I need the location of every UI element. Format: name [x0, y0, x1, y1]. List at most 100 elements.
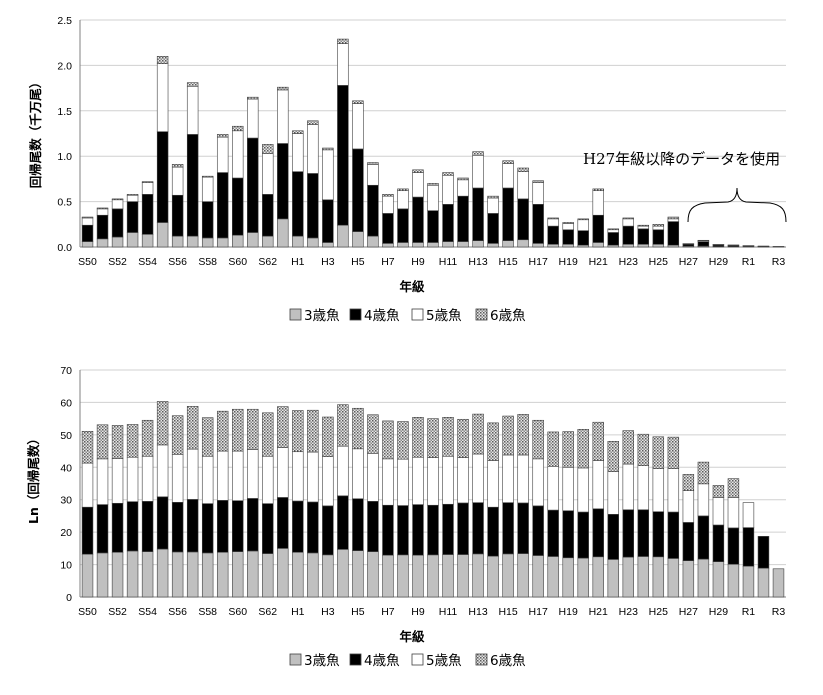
bar-segment-4yo-H1: [292, 500, 304, 553]
bar-segment-6yo-S51: [96, 424, 109, 460]
bar-segment-4yo-S63: [277, 497, 289, 549]
y-tick-label: 70: [60, 365, 72, 377]
bar-segment-3yo-H26: [667, 558, 680, 598]
bar-segment-3yo-H10: [427, 242, 439, 248]
bar-segment-4yo-H22: [607, 232, 619, 246]
x-tick-label: S58: [198, 256, 217, 268]
bar-segment-4yo-H12: [457, 195, 469, 242]
bar-segment-6yo-H24: [637, 433, 650, 466]
legend-label: 5歳魚: [426, 653, 462, 669]
x-tick-label: S60: [228, 606, 247, 618]
y-tick-label: 1.5: [57, 106, 72, 118]
bar-segment-5yo-H10: [427, 457, 439, 506]
bar-segment-3yo-H23: [622, 556, 634, 598]
bar-segment-3yo-S52: [111, 551, 124, 598]
y-tick-label: 2.0: [57, 60, 72, 72]
bar-segment-3yo-S62: [262, 235, 274, 248]
bar-segment-6yo-H17: [532, 419, 544, 460]
bar-segment-4yo-H8: [397, 208, 409, 243]
legend-label: 5歳魚: [426, 308, 462, 324]
x-axis-label: 年級: [399, 629, 425, 644]
legend-swatch: [349, 308, 362, 321]
bar-segment-4yo-H26: [667, 511, 680, 559]
bar-segment-6yo-H16: [517, 167, 529, 172]
bar-segment-3yo-S50: [81, 241, 94, 248]
bar-segment-3yo-H25: [652, 556, 665, 598]
x-tick-label: H1: [291, 256, 305, 268]
chart-returns: 0.0 0.5 1.0 1.5 2.0 2.5 S50 S52 S54 S56 S58 S60 S62…: [28, 15, 787, 324]
bar-segment-6yo-H26: [667, 436, 680, 469]
y-tick-label: 1.0: [57, 151, 72, 163]
bar-segment-3yo-H12: [457, 554, 469, 598]
bar-segment-3yo-H5: [352, 550, 364, 598]
x-tick-label: H11: [439, 256, 458, 268]
bar-segment-4yo-S52: [111, 502, 124, 553]
x-tick-label: H29: [709, 606, 728, 618]
bar-segment-3yo-S58: [201, 552, 214, 598]
bar-segment-5yo-H12: [457, 179, 469, 197]
bar-segment-5yo-S56: [171, 166, 184, 196]
bar-segment-3yo-H16: [517, 239, 529, 248]
bar-segment-4yo-H29: [712, 524, 725, 562]
bar-segment-5yo-H2: [307, 124, 319, 174]
bar-segment-5yo-H17: [532, 458, 544, 507]
bar-segment-3yo-R1: [742, 565, 755, 598]
bar-segment-4yo-S57: [186, 499, 199, 553]
bar-segment-3yo-H16: [517, 553, 529, 598]
bar-segment-3yo-H13: [472, 240, 484, 248]
bar-segment-5yo-H4: [337, 43, 349, 86]
bar-segment-3yo-H21: [592, 242, 604, 248]
bar-segment-6yo-H28: [697, 461, 710, 485]
bar-segment-6yo-S53: [126, 194, 139, 196]
x-tick-label: S58: [198, 606, 217, 618]
bar-segment-6yo-S63: [277, 406, 289, 448]
y-tick-label: 50: [60, 430, 72, 442]
bar-segment-3yo-S57: [186, 235, 199, 248]
bar-segment-5yo-H1: [292, 133, 304, 172]
bar-segment-3yo-H18: [547, 556, 559, 598]
bar-segment-3yo-H2: [307, 552, 319, 598]
bar-segment-6yo-H26: [667, 216, 680, 220]
x-tick-label: H25: [649, 606, 668, 618]
bar-segment-5yo-H27: [682, 490, 695, 523]
bar-segment-3yo-H18: [547, 243, 559, 248]
y-axis-label: 回帰尾数（千万尾）: [28, 76, 43, 189]
bar-segment-3yo-H29: [712, 561, 725, 598]
bar-segment-6yo-H12: [457, 177, 469, 181]
bar-segment-6yo-H10: [427, 183, 439, 186]
x-tick-label: H19: [559, 256, 578, 268]
bar-segment-5yo-H14: [487, 460, 499, 508]
bar-segment-3yo-S62: [262, 553, 274, 598]
bar-segment-6yo-H16: [517, 414, 529, 456]
bar-segment-4yo-H28: [697, 515, 710, 560]
legend: 3歳魚 4歳魚 5歳魚 6歳魚: [289, 653, 526, 669]
bar-segment-6yo-H20: [577, 429, 589, 469]
bar-segment-3yo-H23: [622, 243, 634, 248]
bar-segment-5yo-S59: [216, 450, 229, 501]
bar-segment-6yo-S62: [262, 412, 274, 457]
bar-segment-6yo-H22: [607, 441, 619, 472]
bar-segment-6yo-H7: [382, 194, 394, 197]
bar-segment-6yo-H19: [562, 222, 574, 224]
x-tick-label: H11: [439, 606, 458, 618]
bar-segment-3yo-H4: [337, 549, 349, 598]
bar-segment-6yo-S50: [81, 430, 94, 464]
bar-segment-3yo-H28: [697, 558, 710, 598]
y-tick-label: 2.5: [57, 15, 72, 27]
bar-segment-5yo-H11: [442, 455, 454, 505]
bar-segment-4yo-H14: [487, 506, 499, 557]
bar-segment-4yo-H19: [562, 510, 574, 559]
bar-segment-4yo-H16: [517, 502, 529, 554]
bar-segment-5yo-H9: [412, 456, 424, 505]
bar-segment-6yo-H14: [487, 195, 499, 199]
bar-segment-6yo-S54: [141, 419, 154, 457]
bar-segment-4yo-H21: [592, 508, 604, 558]
bar-segment-4yo-S57: [186, 134, 199, 237]
bar-segment-5yo-H13: [472, 154, 484, 189]
bar-segment-6yo-S62: [262, 144, 274, 154]
bar-segment-4yo-H3: [322, 199, 334, 243]
x-tick-label: H23: [619, 256, 638, 268]
bar-segment-3yo-H14: [487, 243, 499, 248]
x-tick-label: H27: [679, 256, 698, 268]
x-tick-label: H15: [498, 606, 517, 618]
